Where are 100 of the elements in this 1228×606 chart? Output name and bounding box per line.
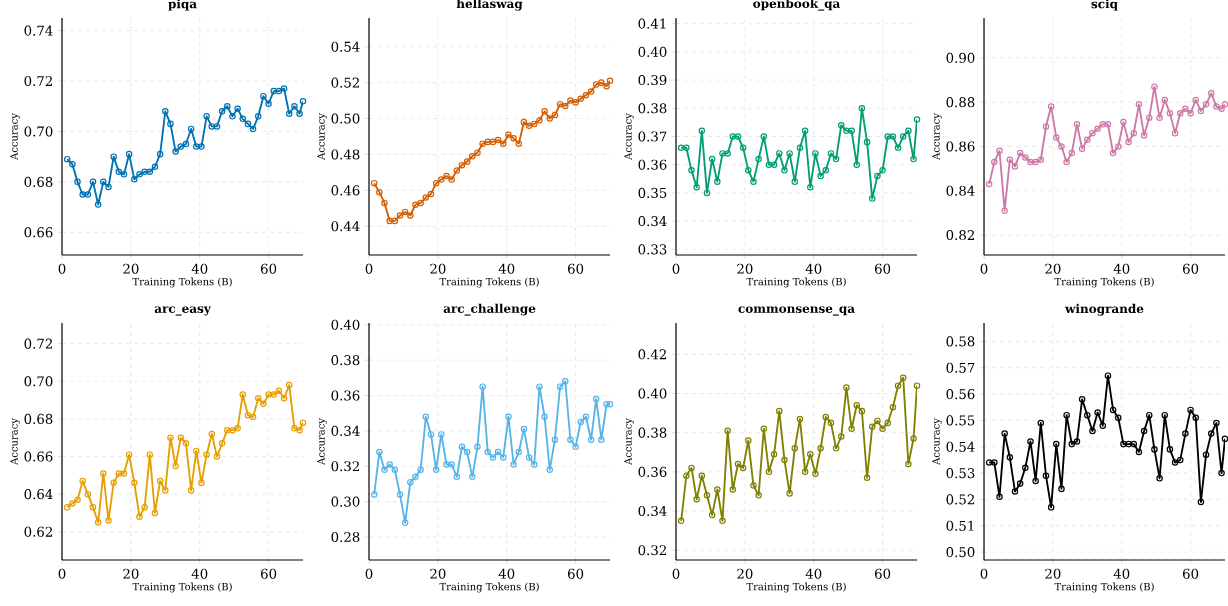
point <box>136 171 143 178</box>
point <box>827 419 835 427</box>
x-tick-label: 0 <box>672 568 680 579</box>
point <box>853 401 861 409</box>
point <box>1171 459 1179 466</box>
point <box>254 394 262 402</box>
point <box>275 387 283 394</box>
point <box>1037 419 1045 427</box>
point <box>1042 123 1050 130</box>
point <box>510 461 517 468</box>
point <box>136 513 143 520</box>
x-tick-label: 40 <box>498 263 515 274</box>
point <box>131 176 138 183</box>
point <box>910 155 917 163</box>
point <box>708 155 716 163</box>
point <box>270 391 278 398</box>
point <box>105 183 112 191</box>
point <box>1130 440 1138 448</box>
point <box>1120 118 1127 126</box>
point <box>719 150 726 157</box>
point <box>1073 438 1081 445</box>
point <box>868 423 876 431</box>
point <box>182 140 190 148</box>
y-tick-label: 0.36 <box>638 159 667 170</box>
point <box>120 171 128 178</box>
y-tick-label: 0.42 <box>638 349 666 360</box>
point <box>1207 430 1215 437</box>
point <box>1001 207 1008 214</box>
point <box>1006 156 1014 164</box>
point <box>177 434 185 441</box>
y-tick-label: 0.32 <box>331 461 359 472</box>
point <box>577 418 584 426</box>
point <box>561 102 569 110</box>
point <box>905 127 912 135</box>
x-tick-label: 40 <box>805 568 822 579</box>
point <box>1166 446 1174 453</box>
x-tick-label: 60 <box>1182 263 1199 274</box>
point <box>525 454 533 461</box>
point <box>479 383 486 390</box>
point <box>1197 107 1205 115</box>
point <box>1078 396 1086 403</box>
x-tick-label: 40 <box>498 568 515 579</box>
point <box>79 477 86 485</box>
point <box>817 172 824 180</box>
point <box>1063 158 1070 166</box>
point <box>879 167 886 174</box>
point <box>494 448 502 456</box>
y-tick-label: 0.30 <box>331 496 360 507</box>
point <box>432 466 440 474</box>
y-axis-title: Accuracy <box>932 418 942 465</box>
point <box>1115 143 1122 150</box>
point <box>249 413 257 421</box>
point <box>260 400 267 408</box>
point <box>598 436 605 443</box>
point <box>1084 411 1091 419</box>
point <box>407 212 414 219</box>
y-tick-label: 0.86 <box>946 141 975 152</box>
y-axis-title: Accuracy <box>317 113 327 160</box>
point <box>1135 101 1143 108</box>
point <box>1197 498 1205 506</box>
y-tick-label: 0.72 <box>24 75 52 87</box>
point <box>1058 485 1065 493</box>
point <box>1094 125 1101 132</box>
point <box>1068 149 1076 157</box>
point <box>1218 105 1225 113</box>
point <box>265 100 272 107</box>
x-tick-label: 60 <box>567 263 584 274</box>
point <box>796 144 804 152</box>
point <box>1053 440 1060 448</box>
point <box>1099 422 1107 429</box>
point <box>396 212 404 219</box>
point <box>84 191 92 198</box>
point <box>1068 440 1076 448</box>
point <box>1109 406 1117 414</box>
x-tick-label: 20 <box>1045 263 1061 274</box>
x-tick-label: 0 <box>58 263 66 274</box>
point <box>750 482 757 489</box>
y-tick-label: 0.34 <box>638 216 667 227</box>
point <box>162 487 169 494</box>
point <box>167 120 174 128</box>
point <box>270 87 278 95</box>
point <box>688 167 695 174</box>
y-tick-label: 0.57 <box>946 362 975 373</box>
point <box>401 208 409 216</box>
y-tick-label: 0.32 <box>638 545 666 556</box>
point <box>244 120 252 128</box>
point <box>500 454 507 461</box>
point <box>146 451 154 458</box>
point <box>141 504 148 511</box>
point <box>484 448 492 456</box>
y-tick-label: 0.33 <box>638 244 667 255</box>
point <box>698 127 706 135</box>
point <box>1078 145 1086 152</box>
point <box>1156 114 1163 121</box>
x-tick-label: 40 <box>191 263 208 274</box>
x-tick-label: 20 <box>737 263 753 274</box>
x-tick-label: 20 <box>1045 568 1061 579</box>
point <box>213 123 221 130</box>
x-axis-title: Training Tokens (B) <box>439 277 539 288</box>
point <box>781 456 788 464</box>
